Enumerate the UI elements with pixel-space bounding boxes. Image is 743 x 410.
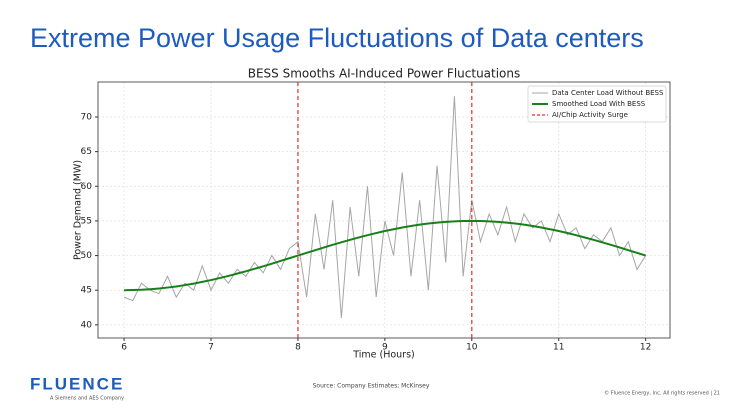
y-tick-label: 70 (81, 112, 93, 122)
y-tick-label: 65 (81, 147, 92, 157)
y-tick-label: 55 (81, 216, 92, 226)
x-tick-label: 10 (466, 343, 478, 353)
x-tick-label: 8 (295, 343, 301, 353)
source: Source: Company Estimates; McKinsey (313, 383, 430, 390)
copyright: © Fluence Energy, Inc. All rights reserv… (604, 390, 720, 397)
y-tick-label: 50 (81, 251, 93, 261)
y-axis-label: Power Demand (MW) (73, 160, 84, 260)
slide-title: Extreme Power Usage Fluctuations of Data… (30, 23, 644, 53)
plot-frame (97, 81, 671, 339)
legend-label: Smoothed Load With BESS (552, 100, 646, 108)
series-line (124, 219, 646, 292)
x-tick-label: 7 (208, 343, 214, 353)
y-tick-label: 40 (81, 320, 93, 330)
x-tick-label: 12 (640, 343, 651, 353)
x-tick-label: 11 (553, 343, 564, 353)
legend-box (527, 85, 667, 123)
x-tick-label: 6 (121, 343, 127, 353)
x-axis-label: Time (Hours) (352, 350, 415, 361)
y-tick-label: 45 (81, 286, 92, 296)
chart-title: BESS Smooths AI-Induced Power Fluctuatio… (248, 67, 521, 81)
series-line (123, 96, 647, 318)
tagline: A Siemens and AES Company (50, 396, 124, 402)
y-tick-label: 60 (81, 182, 93, 192)
legend-label: AI/Chip Activity Surge (552, 111, 628, 119)
logo: FLUENCE (30, 374, 124, 393)
x-tick-label: 9 (382, 343, 388, 353)
legend-label: Data Center Load Without BESS (552, 89, 664, 97)
